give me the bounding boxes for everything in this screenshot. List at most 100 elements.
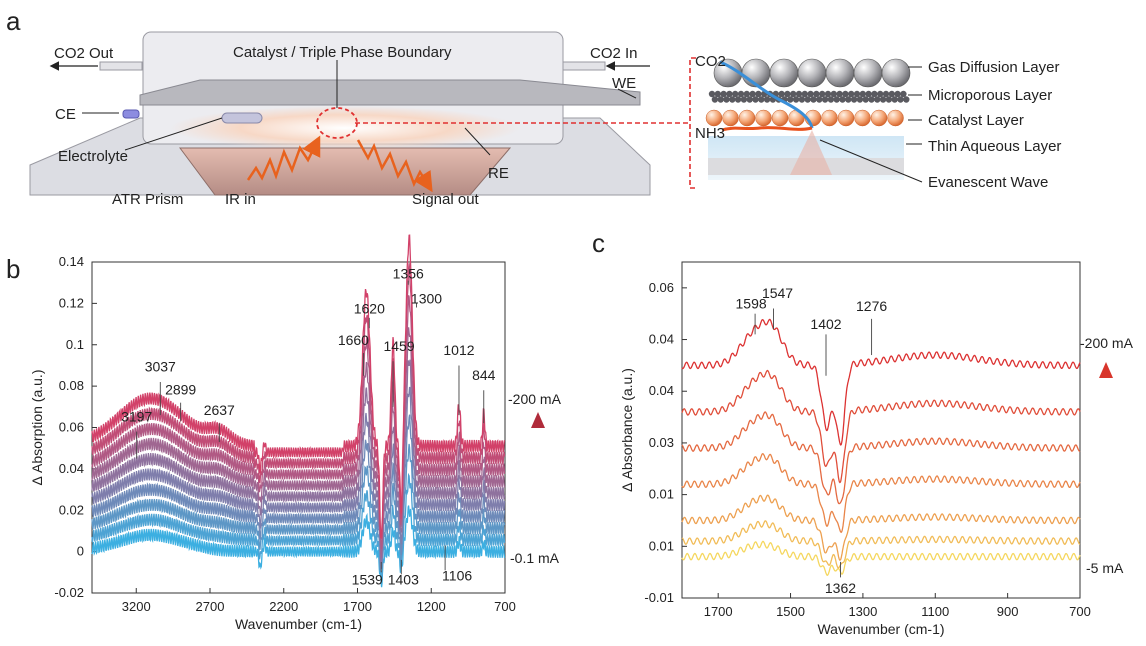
mpl-bead [790,90,797,98]
spectrum-line [91,443,506,572]
mpl-bead [900,90,907,98]
peak-label: 1547 [762,285,793,301]
x-tick-label: 1200 [417,599,446,614]
y-tick-label: 0.1 [66,337,84,352]
mpl-bead [732,90,739,98]
mpl-bead [836,90,843,98]
ir-in-beam [246,135,321,181]
peak-label: 3037 [145,359,176,375]
y-axis-label: Δ Absorption (a.u.) [29,370,45,486]
mpl-bead [737,90,745,98]
label-co2: CO2 [695,53,726,70]
mpl-bead [839,96,846,103]
panel-c-letter: c [592,228,605,258]
panel-a-letter: a [6,6,21,36]
label-catalyst-tpb: Catalyst / Triple Phase Boundary [233,44,452,61]
catalyst-sphere [705,109,723,127]
spectrum-line [91,386,506,569]
peak-label: 2899 [165,381,196,397]
mpl-bead [853,90,861,98]
mpl-bead [819,90,826,98]
x-tick-label: 1700 [704,604,733,619]
x-tick-label: 700 [1069,604,1091,619]
peak-label: 1660 [338,332,369,348]
y-tick-label: 0.14 [59,254,84,269]
x-tick-label: 700 [494,599,516,614]
mpl-bead [856,96,864,103]
y-tick-label: 0.04 [59,461,84,476]
panel-b: b -0.02 0 0.02 0.04 0.06 0.08 0.1 0.12 0.14 3200 2… [6,234,562,632]
y-tick-label: 0 [77,544,84,559]
x-tick-label: 1300 [848,604,877,619]
mpl-bead [824,90,832,98]
spectrum-line [91,327,506,559]
mpl-bead [827,96,835,103]
mpl-bead [749,90,756,98]
gdl-sphere [769,58,799,88]
panel-b-letter: b [6,254,20,284]
y-tick-label: 0.03 [649,435,674,450]
y-tick-label: 0.04 [649,332,674,347]
spectrum-line [91,414,506,571]
mpl-bead [726,90,733,98]
mpl-bead [807,90,814,98]
spectrum-line [91,505,506,588]
spectrum-line [91,295,506,549]
spectrum-line [681,369,1081,484]
y-tick-label: -0.02 [54,585,84,600]
x-tick-label: 1100 [921,604,949,619]
y-tick-label: 0.04 [649,383,674,398]
layer-stack [705,58,923,183]
label-nh3: NH3 [695,125,725,142]
co2-out-tube [99,61,143,71]
electrolyte-leader [124,117,223,151]
current-top-c: -200 mA [1080,335,1134,351]
mpl-bead [894,90,901,98]
label-ir-in: IR in [225,191,256,208]
mpl-bead [798,96,806,103]
spectrum-line [681,520,1081,569]
mpl-bead [795,90,803,98]
y-tick-label: -0.01 [644,590,674,605]
peak-label: 1459 [383,338,414,354]
mpl-bead [859,90,866,98]
mpl-bead [752,96,759,103]
x-tick-label: 2200 [269,599,298,614]
peak-label: 1300 [411,290,442,306]
mpl-bead [891,96,898,103]
peak-label: 844 [472,367,496,383]
x-axis-label: Wavenumber (cm-1) [235,616,362,632]
co2-in-tube [562,61,606,71]
y-tick-label: 0.06 [59,420,84,435]
mpl-bead [845,96,852,103]
catalyst-sphere [821,109,838,127]
mpl-bead [874,96,881,103]
mpl-bead [787,96,794,103]
catalyst-spheres [705,109,904,127]
mpl-beads [708,90,910,103]
chart-c: -0.01 0.01 0.01 0.03 0.04 0.04 0.06 1700 1500 130… [619,261,1091,637]
label-co2-in: CO2 In [590,45,638,62]
reaction-glow [170,106,520,150]
chart-b: -0.02 0 0.02 0.04 0.06 0.08 0.1 0.12 0.14 3200 270… [29,234,516,632]
mpl-bead [879,96,887,103]
label-re: RE [488,165,509,182]
plot-frame [681,261,1081,599]
catalyst-sphere [722,109,739,127]
atr-prism [179,147,512,196]
mpl-bead [755,90,762,98]
mpl-bead [714,90,721,98]
label-evanescent: Evanescent Wave [928,174,1048,191]
label-mpl: Microporous Layer [928,87,1052,104]
gdl-sphere [797,58,827,88]
mpl-bead [810,96,817,103]
mpl-bead [871,90,878,98]
y-axis-label: Δ Absorbance (a.u.) [619,368,635,492]
gdl-spheres [713,58,911,88]
mpl-bead [740,96,748,103]
x-tick-label: 900 [997,604,1019,619]
peak-label: 1620 [354,301,385,317]
peak-label: 1356 [393,266,424,282]
mpl-bead [868,96,875,103]
evanescent-leader [819,139,923,183]
